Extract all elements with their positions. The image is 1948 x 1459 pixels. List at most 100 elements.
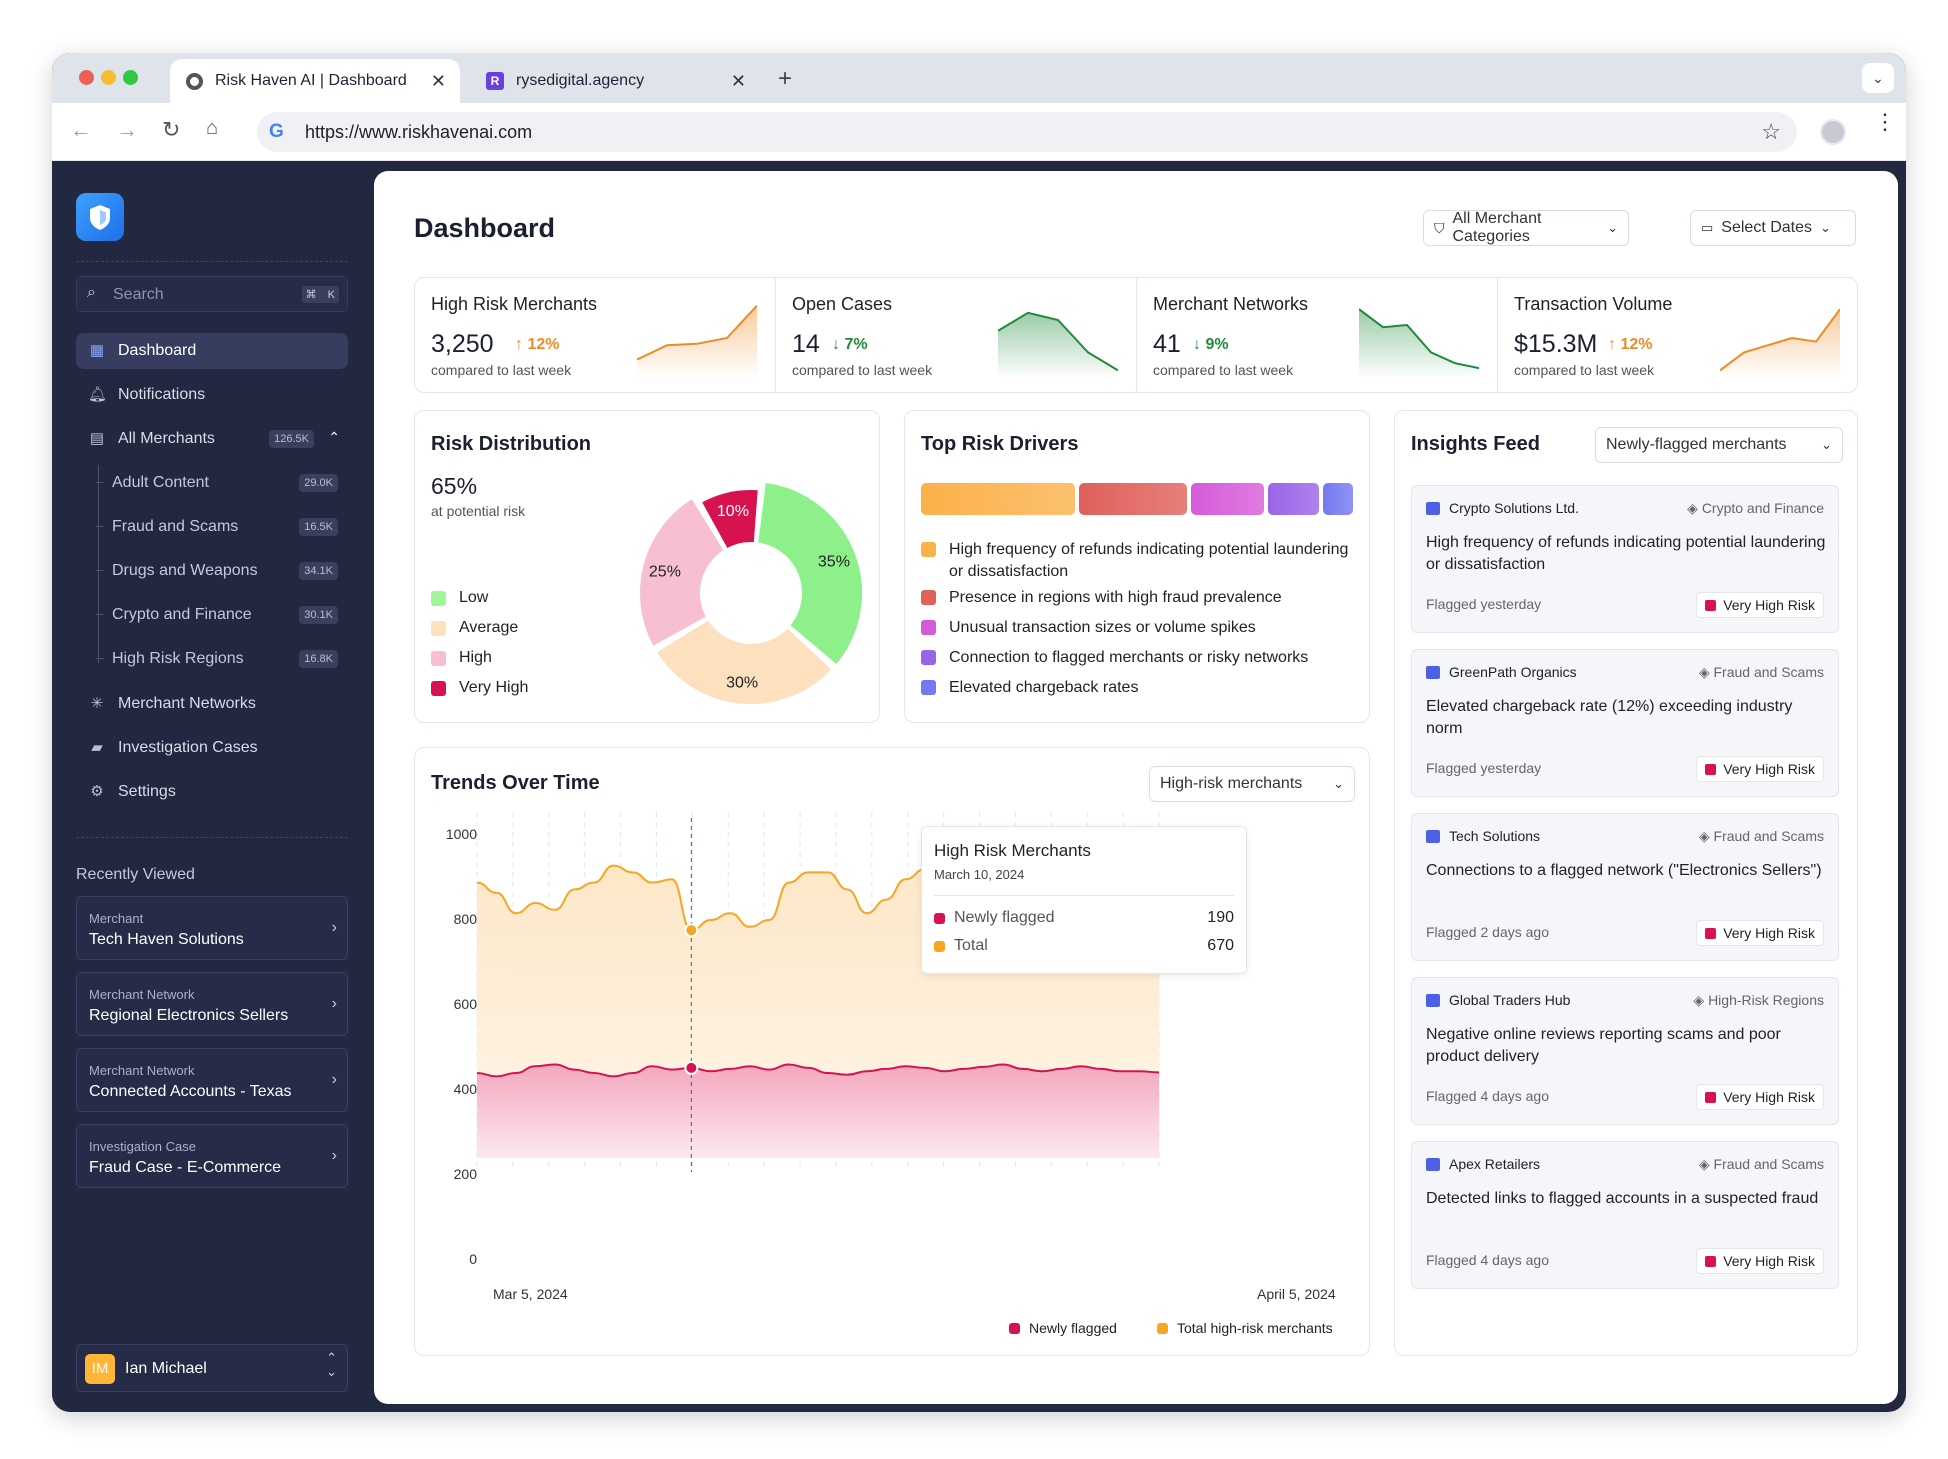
- chevron-updown-icon: ⌃ ⌄: [326, 1350, 337, 1379]
- sparkline-line: [637, 304, 757, 361]
- bookmark-star-icon[interactable]: ☆: [1761, 119, 1781, 144]
- browser-window: Risk Haven AI | Dashboard ✕ R rysedigita…: [52, 53, 1906, 1412]
- tooltip-row: Total: [934, 937, 988, 955]
- date-picker[interactable]: ▭ Select Dates ⌄: [1690, 210, 1856, 246]
- new-tab-icon[interactable]: +: [778, 65, 793, 92]
- layers-icon: ◈: [1687, 500, 1702, 516]
- recent-item-name: Fraud Case - E-Commerce: [89, 1159, 282, 1176]
- sidebar-item-label: Notifications: [118, 386, 206, 403]
- forward-icon[interactable]: →: [116, 117, 138, 142]
- trends-metric-dropdown[interactable]: High-risk merchants ⌄: [1149, 766, 1355, 802]
- insight-item[interactable]: Crypto Solutions Ltd. ◈ Crypto and Finan…: [1411, 485, 1839, 633]
- insight-item[interactable]: Apex Retailers ◈ Fraud and Scams Detecte…: [1411, 1141, 1839, 1289]
- insights-feed-card: Insights Feed Newly-flagged merchants ⌄ …: [1394, 410, 1858, 1356]
- tab-dashboard[interactable]: Risk Haven AI | Dashboard ✕: [170, 59, 460, 103]
- driver-item: Presence in regions with high fraud prev…: [921, 589, 1282, 607]
- kpi-delta-value: 9%: [1205, 336, 1229, 353]
- close-tab-icon[interactable]: ✕: [430, 70, 446, 91]
- sidebar-item-settings[interactable]: ⚙ Settings: [76, 774, 348, 810]
- kpi-card: Merchant Networks 41 ↓ 9% compared to la…: [1137, 278, 1498, 392]
- chevron-right-icon: ›: [331, 1071, 337, 1088]
- kpi-delta: ↑ 12%: [1608, 336, 1652, 354]
- legend-swatch: [1157, 1322, 1168, 1334]
- risk-badge: Very High Risk: [1696, 1084, 1824, 1110]
- kpi-caption: compared to last week: [431, 362, 572, 378]
- back-icon[interactable]: ←: [70, 117, 92, 142]
- close-window-button[interactable]: [79, 70, 94, 85]
- sidebar-item-merchant-networks[interactable]: ✳ Merchant Networks: [76, 686, 348, 722]
- chevron-down-icon: ⌄: [1333, 776, 1344, 791]
- insight-item[interactable]: Tech Solutions ◈ Fraud and Scams Connect…: [1411, 813, 1839, 961]
- sidebar-item-all-merchants[interactable]: ▤ All Merchants 126.5K ⌃: [76, 421, 348, 457]
- section-title: Risk Distribution: [431, 433, 592, 455]
- recent-item[interactable]: Merchant Network Connected Accounts - Te…: [76, 1048, 348, 1112]
- sidebar-item-label: Merchant Networks: [118, 695, 256, 712]
- recent-item[interactable]: Investigation Case Fraud Case - E-Commer…: [76, 1124, 348, 1188]
- sidebar-item-investigation-cases[interactable]: ▰ Investigation Cases: [76, 730, 348, 766]
- insight-merchant: Global Traders Hub: [1426, 992, 1570, 1008]
- layers-icon: ◈: [1698, 1156, 1714, 1172]
- recently-viewed-title: Recently Viewed: [76, 866, 195, 883]
- minimize-window-button[interactable]: [101, 70, 116, 85]
- sidebar-subitem-high-risk-regions[interactable]: High Risk Regions 16.8K: [96, 641, 348, 677]
- kpi-value: 3,250: [431, 330, 494, 358]
- chrome-icon: [186, 72, 203, 90]
- recent-item[interactable]: Merchant Tech Haven Solutions ›: [76, 896, 348, 960]
- recent-item[interactable]: Merchant Network Regional Electronics Se…: [76, 972, 348, 1036]
- total-hover-point[interactable]: [684, 923, 699, 938]
- sidebar-item-notifications[interactable]: 🔔︎ Notifications: [76, 377, 348, 413]
- legend-label: High: [459, 649, 492, 666]
- sparkline-area: [1720, 309, 1840, 378]
- kpi-title: High Risk Merchants: [431, 294, 598, 314]
- insight-merchant: Apex Retailers: [1426, 1156, 1540, 1172]
- folder-icon: ▰: [91, 739, 103, 756]
- reload-icon[interactable]: ↻: [162, 117, 181, 142]
- merchant-name: Global Traders Hub: [1449, 992, 1571, 1008]
- newly-flagged-area: [477, 1064, 1159, 1158]
- sidebar-item-dashboard[interactable]: ▦ Dashboard: [76, 333, 348, 369]
- filter-label: All Merchant Categories: [1452, 210, 1542, 245]
- menu-kebab-icon[interactable]: ⋮: [1874, 109, 1896, 134]
- tab-bar: Risk Haven AI | Dashboard ✕ R rysedigita…: [52, 53, 1906, 103]
- newly-flagged-hover-point[interactable]: [684, 1060, 699, 1075]
- category-label: Fraud and Scams: [1713, 1156, 1825, 1172]
- profile-avatar[interactable]: [1820, 119, 1846, 145]
- sidebar-subitem-drugs-and-weapons[interactable]: Drugs and Weapons 34.1K: [96, 553, 348, 589]
- y-tick-label: 600: [453, 996, 477, 1012]
- search-input[interactable]: ⌕ Search ⌘ K: [76, 276, 348, 312]
- home-icon[interactable]: ⌂: [206, 117, 219, 139]
- sparkline-area: [637, 305, 757, 378]
- insights-filter-dropdown[interactable]: Newly-flagged merchants ⌄: [1595, 427, 1843, 463]
- sparkline-chart: [1359, 308, 1479, 378]
- sidebar-subitem-adult-content[interactable]: Adult Content 29.0K: [96, 465, 348, 501]
- risk-subtext: at potential risk: [431, 503, 526, 519]
- driver-label: High frequency of refunds indicating pot…: [949, 541, 1349, 580]
- risk-driver-segment: [921, 483, 1076, 515]
- driver-label: Unusual transaction sizes or volume spik…: [949, 619, 1256, 636]
- url-field[interactable]: G https://www.riskhavenai.com ☆: [257, 112, 1797, 152]
- y-tick-label: 0: [469, 1251, 477, 1267]
- chevron-up-icon[interactable]: ⌃: [328, 429, 340, 445]
- kpi-value: 41: [1153, 330, 1181, 358]
- legend-swatch: [431, 680, 446, 696]
- insight-item[interactable]: GreenPath Organics ◈ Fraud and Scams Ele…: [1411, 649, 1839, 797]
- tooltip-row-value: 670: [1207, 937, 1234, 954]
- tab-rysedigital[interactable]: R rysedigital.agency ✕: [470, 59, 760, 103]
- driver-swatch: [921, 542, 936, 557]
- chart-tooltip: High Risk Merchants March 10, 2024 Newly…: [921, 826, 1247, 974]
- merchant-category-filter[interactable]: ⛉ All Merchant Categories ⌄: [1423, 210, 1629, 246]
- sidebar-subitem-label: Fraud and Scams: [112, 518, 239, 535]
- maximize-window-button[interactable]: [123, 70, 138, 85]
- legend-item: Newly flagged: [1009, 1320, 1117, 1336]
- sidebar-subitem-crypto-and-finance[interactable]: Crypto and Finance 30.1K: [96, 597, 348, 633]
- insight-category: ◈ Fraud and Scams: [1699, 828, 1824, 845]
- tab-list-chevron-icon[interactable]: ⌄: [1862, 63, 1894, 93]
- close-tab-icon[interactable]: ✕: [730, 70, 746, 91]
- donut-slice-label: 25%: [649, 563, 681, 580]
- kpi-caption: compared to last week: [792, 362, 933, 378]
- sparkline-area: [1359, 309, 1479, 378]
- risk-label: Very High Risk: [1723, 761, 1815, 777]
- insight-item[interactable]: Global Traders Hub ◈ High-Risk Regions N…: [1411, 977, 1839, 1125]
- user-menu[interactable]: IM Ian Michael ⌃ ⌄: [76, 1344, 348, 1392]
- sidebar-subitem-fraud-and-scams[interactable]: Fraud and Scams 16.5K: [96, 509, 348, 545]
